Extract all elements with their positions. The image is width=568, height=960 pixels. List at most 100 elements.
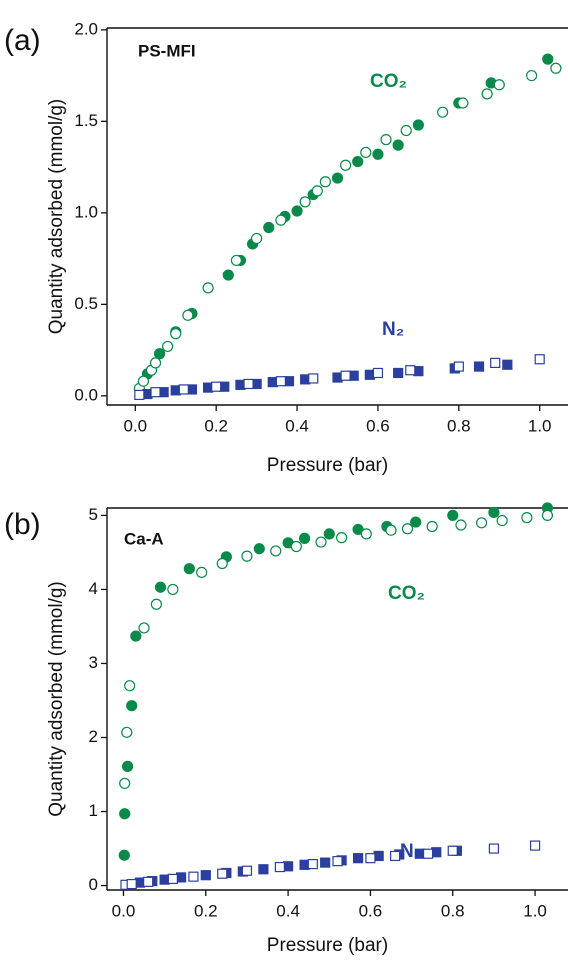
- circle-marker: [372, 148, 384, 160]
- circle-marker: [149, 357, 162, 369]
- square-marker: [447, 845, 458, 856]
- circle-marker: [385, 524, 397, 536]
- circle-marker: [392, 139, 404, 151]
- y-tick-label: 0: [89, 875, 98, 894]
- circle-marker: [457, 97, 469, 109]
- square-marker: [488, 843, 500, 854]
- y-tick-label: 5: [89, 505, 98, 524]
- square-marker: [143, 876, 154, 887]
- y-tick-label: 3: [89, 653, 98, 672]
- circle-marker: [150, 598, 162, 610]
- circle-marker: [183, 563, 195, 575]
- circle-marker: [291, 205, 303, 217]
- square-marker: [126, 878, 137, 890]
- square-marker: [502, 359, 513, 370]
- circle-marker: [488, 506, 500, 519]
- y-axis-title: Quantity adsorbed (mmol/g): [46, 99, 67, 335]
- y-tick-label: 2: [89, 727, 98, 746]
- x-tick-label: 0.8: [447, 416, 471, 435]
- square-marker: [453, 361, 464, 372]
- square-marker: [308, 373, 319, 384]
- square-marker: [340, 370, 351, 381]
- square-marker: [150, 387, 161, 398]
- circle-marker: [299, 196, 311, 208]
- circle-marker: [167, 583, 179, 596]
- square-marker: [134, 389, 145, 401]
- square-marker: [372, 367, 384, 379]
- circle-marker: [275, 214, 287, 226]
- circle-marker: [119, 808, 131, 820]
- circle-marker: [137, 375, 149, 387]
- circle-marker: [437, 106, 449, 118]
- circle-marker: [319, 176, 331, 188]
- x-tick-label: 0.6: [359, 901, 383, 920]
- square-marker: [320, 857, 331, 868]
- x-axis-title: Pressure (bar): [267, 935, 388, 956]
- panel-label: (b): [4, 508, 41, 541]
- square-marker: [167, 873, 178, 884]
- annotation: N₂: [382, 319, 404, 340]
- markers: [118, 502, 554, 890]
- square-marker: [178, 384, 189, 395]
- circle-marker: [153, 348, 166, 360]
- y-tick-label: 1.0: [74, 202, 98, 221]
- panel: 0.0 0.2 0.4 0.6 0.8 1.0 0 1 2 3 4 5 Pressure (bar) Qu…: [4, 502, 568, 956]
- y-tick-label: 0.0: [74, 385, 98, 404]
- circle-marker: [124, 680, 136, 692]
- square-marker: [390, 850, 401, 862]
- circle-marker: [270, 545, 282, 557]
- circle-marker: [493, 79, 505, 91]
- square-marker: [393, 367, 404, 379]
- circle-marker: [412, 119, 424, 131]
- x-tick-label: 0.4: [285, 416, 309, 435]
- square-marker: [332, 856, 343, 867]
- x-tick-label: 0.6: [366, 416, 390, 435]
- circle-marker: [119, 777, 131, 789]
- square-marker: [352, 853, 364, 864]
- circle-marker: [202, 282, 214, 294]
- circle-marker: [331, 172, 344, 184]
- circle-marker: [521, 512, 533, 524]
- markers: [133, 53, 562, 401]
- sample-label: PS-MFI: [138, 41, 196, 60]
- annotation: CO₂: [388, 583, 425, 604]
- x-tick-label: 0.2: [204, 416, 228, 435]
- circle-marker: [298, 532, 311, 544]
- circle-marker: [410, 516, 422, 528]
- circle-marker: [323, 528, 335, 540]
- square-marker: [534, 354, 545, 365]
- square-marker: [365, 853, 376, 864]
- square-marker: [405, 365, 416, 376]
- circle-marker: [222, 269, 234, 281]
- circle-marker: [290, 540, 302, 553]
- circle-marker: [475, 517, 488, 529]
- circle-marker: [360, 146, 372, 159]
- circle-marker: [336, 532, 348, 544]
- square-marker: [274, 861, 285, 873]
- x-tick-label: 0.0: [123, 416, 147, 435]
- square-marker: [188, 871, 199, 882]
- circle-marker: [154, 581, 167, 593]
- circle-marker: [230, 254, 243, 267]
- circle-marker: [400, 124, 412, 137]
- circle-marker: [311, 185, 323, 197]
- circle-marker: [182, 309, 194, 321]
- y-tick-label: 1.5: [74, 111, 98, 130]
- circle-marker: [455, 519, 467, 531]
- circle-marker: [170, 328, 182, 340]
- square-marker: [529, 840, 541, 851]
- square-marker: [258, 864, 269, 875]
- circle-marker: [541, 509, 554, 522]
- circle-marker: [130, 630, 142, 642]
- y-tick-label: 1: [89, 801, 98, 820]
- circle-marker: [401, 523, 414, 535]
- circle-marker: [121, 726, 133, 738]
- circle-marker: [550, 62, 562, 74]
- x-tick-label: 0.4: [276, 901, 300, 920]
- square-marker: [217, 868, 228, 879]
- y-tick-label: 4: [89, 579, 98, 598]
- circle-marker: [360, 528, 372, 540]
- annotation: CO₂: [370, 71, 407, 92]
- square-marker: [241, 865, 253, 876]
